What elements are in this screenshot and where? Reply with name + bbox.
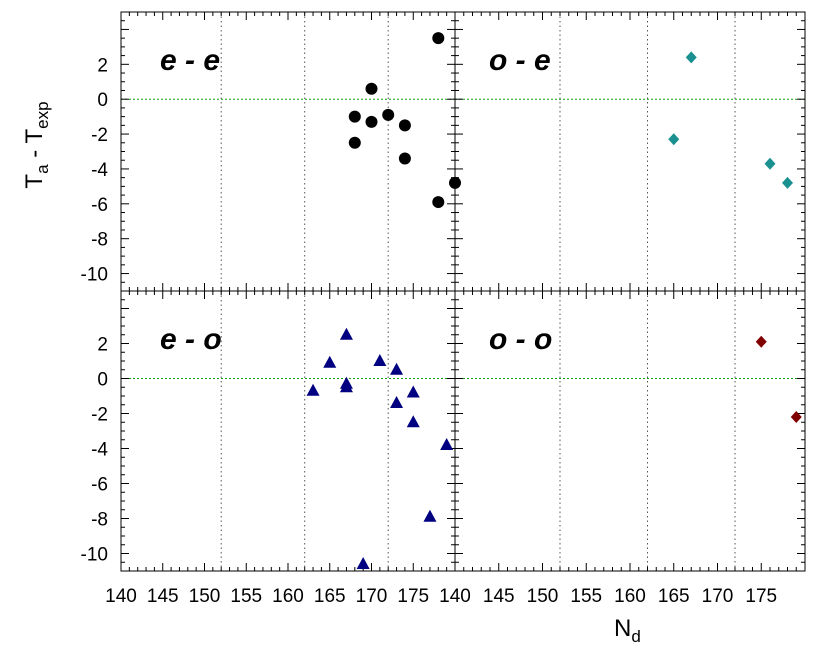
panel-label: o - o: [489, 323, 552, 356]
y-tick-label: -10: [81, 265, 108, 286]
data-point: [782, 176, 793, 189]
x-tick-label: 160: [272, 586, 304, 607]
data-point: [668, 133, 680, 146]
x-tick-label: 170: [356, 586, 388, 607]
data-point: [356, 557, 370, 569]
y-tick-label: -6: [91, 195, 108, 216]
data-point: [306, 383, 320, 396]
data-point: [323, 355, 337, 368]
y-tick-label: 0: [97, 90, 108, 111]
y-tick-label: -4: [91, 440, 108, 461]
data-point: [790, 411, 802, 423]
panel-label: e - e: [160, 44, 220, 77]
x-tick-label: 175: [397, 586, 429, 607]
panel-labels: e - e o - e e - o o - o: [160, 44, 552, 356]
x-tick-label: 145: [147, 586, 179, 607]
data-point: [423, 509, 437, 522]
y-tick-label: -10: [81, 545, 108, 566]
data-point: [685, 51, 697, 64]
data-point: [348, 136, 361, 149]
data-point: [398, 152, 411, 165]
y-tick-label: -2: [91, 125, 108, 146]
data-point: [398, 119, 411, 132]
data-point: [348, 110, 361, 123]
data-point: [390, 396, 404, 408]
panel-label: e - o: [160, 323, 222, 356]
data-point: [390, 362, 404, 375]
x-tick-label: 170: [702, 586, 734, 607]
data-point: [432, 32, 445, 45]
x-tick-label: 165: [658, 586, 690, 607]
x-tick-label: 140: [105, 586, 137, 607]
data-point: [373, 354, 387, 366]
x-tick-label: 140: [439, 586, 471, 607]
x-tick-label: 150: [527, 586, 559, 607]
x-tick-label: 145: [483, 586, 515, 607]
y-tick-label: 2: [97, 55, 108, 76]
x-tick-label: 165: [314, 586, 346, 607]
x-axis-title: Nd: [614, 615, 641, 646]
data-point: [382, 108, 395, 121]
x-tick-label: 175: [745, 586, 777, 607]
y-tick-label: -8: [91, 510, 108, 531]
data-point: [365, 115, 378, 128]
y-tick-label: -4: [91, 160, 108, 181]
reference-lines: [121, 12, 805, 571]
data-points: [306, 32, 802, 569]
data-point: [406, 415, 420, 428]
panel-frames: [120, 11, 806, 572]
data-point: [764, 157, 776, 170]
x-tick-label: 150: [189, 586, 221, 607]
y-axis-title: Ta - Texp: [21, 101, 52, 188]
data-point: [440, 438, 454, 450]
data-point: [449, 176, 461, 189]
y-tick-label: -2: [91, 405, 108, 426]
data-point: [339, 380, 353, 393]
data-point: [755, 335, 767, 348]
y-tick-label: -6: [91, 475, 108, 496]
panel-label: o - e: [489, 44, 551, 77]
x-tick-label: 155: [230, 586, 262, 607]
y-tick-label: 0: [97, 370, 108, 391]
data-point: [406, 385, 420, 398]
data-point: [432, 196, 445, 209]
x-tick-label: 160: [614, 586, 646, 607]
y-tick-label: 2: [97, 335, 108, 356]
axis-ticks: 2 0 -2 -4 -6 -8 -10 2 0 -2 -4 -6 -8 -10 140 145 150 155 16…: [81, 11, 806, 607]
y-tick-label: -8: [91, 230, 108, 251]
x-tick-label: 155: [570, 586, 602, 607]
data-point: [339, 327, 353, 340]
data-point: [365, 82, 378, 95]
